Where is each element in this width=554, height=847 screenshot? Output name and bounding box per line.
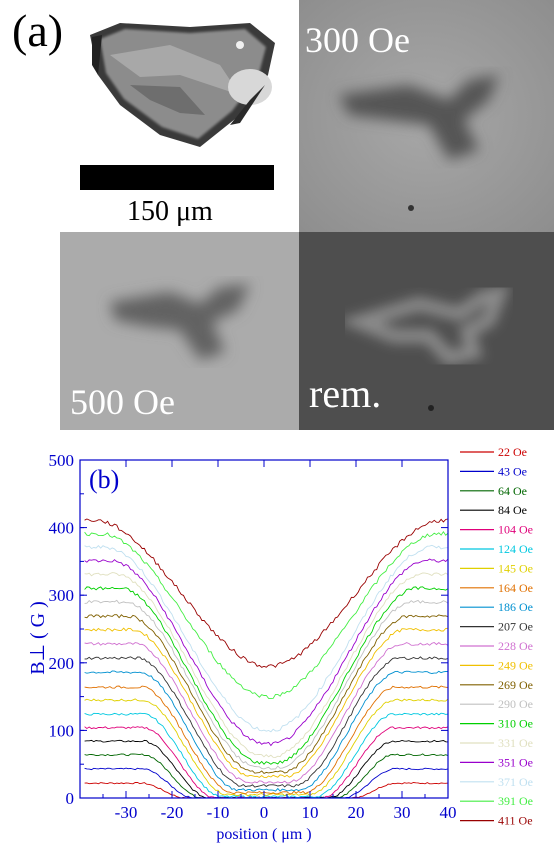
field-label-remanent: rem. <box>309 371 382 416</box>
y-axis-label: B⊥ ( G ) <box>27 601 49 675</box>
scale-bar <box>80 165 274 190</box>
legend-label: 22 Oe <box>498 445 527 459</box>
panel-b: -30 -20 -10 0 10 20 30 40 0 100 200 300 400 500 (b) B… <box>0 440 554 847</box>
legend-label: 145 Oe <box>498 561 533 575</box>
legend-label: 64 Oe <box>498 484 527 498</box>
field-label-500oe: 500 Oe <box>70 382 175 422</box>
mo-image-300oe: 300 Oe <box>299 0 554 232</box>
y-tick-label: 300 <box>49 586 75 605</box>
x-tick-label: -20 <box>161 803 184 822</box>
legend-label: 84 Oe <box>498 503 527 517</box>
x-tick-label: 10 <box>302 803 319 822</box>
mo-image-500oe: 500 Oe <box>60 232 299 430</box>
legend-label: 104 Oe <box>498 523 533 537</box>
mo-image-remanent: rem. <box>299 232 554 430</box>
plot-frame <box>79 459 449 799</box>
series-line-124-oe <box>84 712 449 799</box>
x-tick-label: -30 <box>115 803 138 822</box>
legend-label: 164 Oe <box>498 581 533 595</box>
series-line-391-oe <box>84 531 449 699</box>
series-line-249-oe <box>84 627 449 779</box>
legend-label: 249 Oe <box>498 658 533 672</box>
series-line-411-oe <box>84 518 449 668</box>
legend-label: 124 Oe <box>498 542 533 556</box>
x-tick-label: 0 <box>260 803 269 822</box>
panel-a: (a) 150 μm <box>12 0 554 430</box>
x-tick-label: 30 <box>394 803 411 822</box>
legend-label: 290 Oe <box>498 697 533 711</box>
legend-label: 43 Oe <box>498 464 527 478</box>
plot-area <box>84 518 449 799</box>
legend-label: 391 Oe <box>498 794 533 808</box>
series-line-310-oe <box>84 586 449 765</box>
panel-b-label: (b) <box>89 465 119 494</box>
y-tick-label: 100 <box>49 721 75 740</box>
field-label-300oe: 300 Oe <box>305 20 410 60</box>
legend-label: 207 Oe <box>498 620 533 634</box>
series-line-207-oe <box>84 656 449 788</box>
series-line-186-oe <box>84 670 449 792</box>
legend-label: 186 Oe <box>498 600 533 614</box>
series-line-64-oe <box>84 753 449 799</box>
series-line-269-oe <box>84 614 449 774</box>
y-tick-label: 400 <box>49 519 75 538</box>
x-tick-label: -10 <box>207 803 230 822</box>
x-tick-label: 20 <box>348 803 365 822</box>
series-line-331-oe <box>84 572 449 758</box>
series-line-145-oe <box>84 698 449 797</box>
legend: 22 Oe 43 Oe 64 Oe 84 Oe 104 Oe 124 Oe 145 Oe 16… <box>460 445 533 828</box>
legend-label: 371 Oe <box>498 775 533 789</box>
y-tick-label: 0 <box>66 789 75 808</box>
series-line-290-oe <box>84 599 449 770</box>
legend-label: 269 Oe <box>498 678 533 692</box>
legend-label: 411 Oe <box>498 814 533 828</box>
x-tick-label: 40 <box>440 803 457 822</box>
series-line-351-oe <box>84 558 449 747</box>
x-axis-label: position ( μm ) <box>216 826 311 843</box>
series-line-228-oe <box>84 641 449 784</box>
series-line-164-oe <box>84 685 449 795</box>
y-tick-label: 500 <box>49 451 75 470</box>
legend-label: 310 Oe <box>498 717 533 731</box>
legend-label: 331 Oe <box>498 736 533 750</box>
panel-a-label: (a) <box>12 5 64 56</box>
y-tick-label: 200 <box>49 654 75 673</box>
series-line-371-oe <box>84 544 449 733</box>
legend-label: 228 Oe <box>498 639 533 653</box>
optical-image <box>80 15 280 155</box>
legend-label: 351 Oe <box>498 755 533 769</box>
scale-bar-label: 150 μm <box>127 196 213 227</box>
